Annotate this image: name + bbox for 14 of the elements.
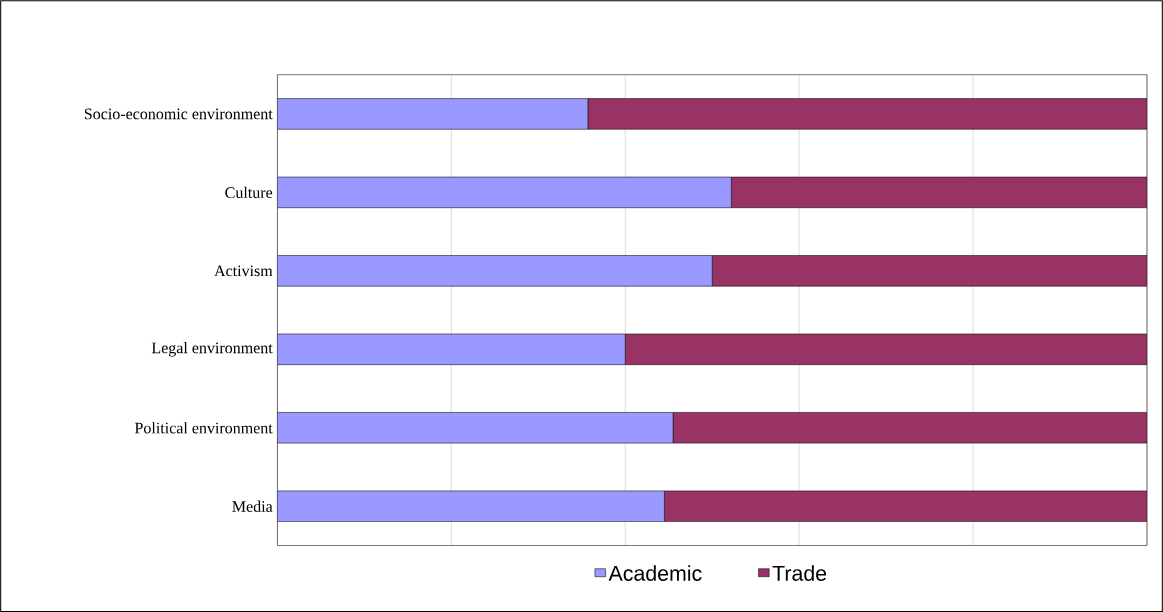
y-tick-label: Socio-economic environment: [84, 108, 273, 120]
bar: [731, 176, 1147, 208]
y-tick-label: Legal environment: [151, 341, 273, 357]
bar: [672, 412, 1147, 444]
legend-label: Academic: [608, 565, 702, 581]
bar: [624, 333, 1147, 365]
y-tick-label: Media: [232, 500, 273, 512]
bar: [711, 255, 1147, 287]
bar: [587, 98, 1147, 130]
bar: [664, 490, 1147, 522]
y-tick-label: Political environment: [134, 422, 273, 434]
y-tick-label: Culture: [225, 186, 273, 198]
y-tick-label: Activism: [214, 265, 273, 277]
legend-label: Trade: [772, 565, 827, 581]
